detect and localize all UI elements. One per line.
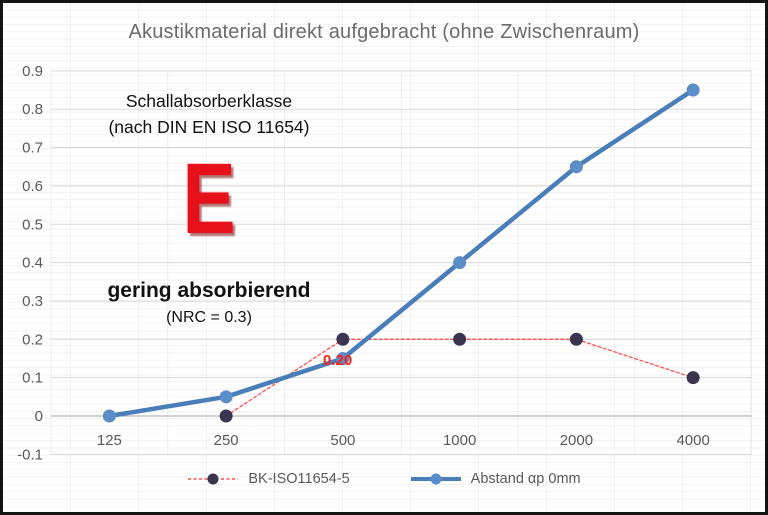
x-axis-tick-label: 4000 xyxy=(676,432,709,449)
series-marker-bk-iso11654-5 xyxy=(219,409,233,423)
x-axis-tick-label: 125 xyxy=(97,432,122,449)
series-marker-bk-iso11654-5 xyxy=(453,332,467,346)
y-axis-tick-label: 0.6 xyxy=(22,178,43,195)
legend-label-measurement: Abstand αp 0mm xyxy=(470,471,581,487)
y-axis-tick-label: 0 xyxy=(35,408,43,425)
spreadsheet-grid-background xyxy=(3,3,765,512)
series-marker-abstand-p-0mm xyxy=(686,83,700,97)
x-axis-tick-label: 250 xyxy=(214,432,239,449)
series-marker-bk-iso11654-5 xyxy=(336,332,350,346)
absorber-class-heading-line2: (nach DIN EN ISO 11654) xyxy=(108,117,310,137)
chart-title: Akustikmaterial direkt aufgebracht (ohne… xyxy=(128,21,640,43)
series-marker-bk-iso11654-5 xyxy=(569,332,583,346)
dotted-line-marker-icon xyxy=(188,473,239,485)
y-axis-tick-label: -0.1 xyxy=(17,446,43,463)
series-marker-abstand-p-0mm xyxy=(453,256,467,270)
absorber-class-description: gering absorbierend xyxy=(107,279,311,302)
series-line-abstand-p-0mm xyxy=(107,87,696,419)
x-axis-tick-label: 2000 xyxy=(560,432,593,449)
y-axis-tick-label: 0.5 xyxy=(22,216,43,233)
absorber-class-nrc: (NRC = 0.3) xyxy=(166,309,252,326)
absorber-class-letter: E xyxy=(182,143,236,255)
data-point-value-label: 0.20 xyxy=(323,352,353,369)
legend-label-reference: BK-ISO11654-5 xyxy=(248,471,350,487)
y-axis-tick-label: 0.7 xyxy=(22,140,43,157)
legend-item-measurement[interactable]: Abstand αp 0mm xyxy=(410,471,581,487)
y-axis-tick-label: 0.1 xyxy=(22,370,43,387)
y-axis-tick-label: 0.4 xyxy=(22,255,43,272)
series-marker-abstand-p-0mm xyxy=(219,390,233,404)
y-axis-tick-label: 0.3 xyxy=(22,293,43,310)
y-axis-tick-label: 0.8 xyxy=(22,101,43,118)
absorber-class-heading-line1: Schallabsorberklasse xyxy=(125,91,293,111)
series-marker-bk-iso11654-5 xyxy=(686,371,700,385)
x-axis-tick-label: 1000 xyxy=(443,432,476,449)
legend-item-reference[interactable]: BK-ISO11654-5 xyxy=(187,471,350,487)
chart-legend: BK-ISO11654-5 Abstand αp 0mm xyxy=(3,471,765,487)
series-marker-abstand-p-0mm xyxy=(102,409,116,423)
series-marker-abstand-p-0mm xyxy=(569,160,583,174)
x-axis-tick-label: 500 xyxy=(330,432,355,449)
y-axis-tick-label: 0.9 xyxy=(22,63,43,80)
series-marker-abstand-p-0mm xyxy=(336,351,350,365)
chart-plot-area: 0.9 0.8 0.7 0.6 0.5 0.4 0.3 0.2 0.1 0 -0.1 125 250 50… xyxy=(17,63,752,463)
y-axis-tick-label: 0.2 xyxy=(22,331,43,348)
solid-line-marker-icon xyxy=(410,473,461,485)
